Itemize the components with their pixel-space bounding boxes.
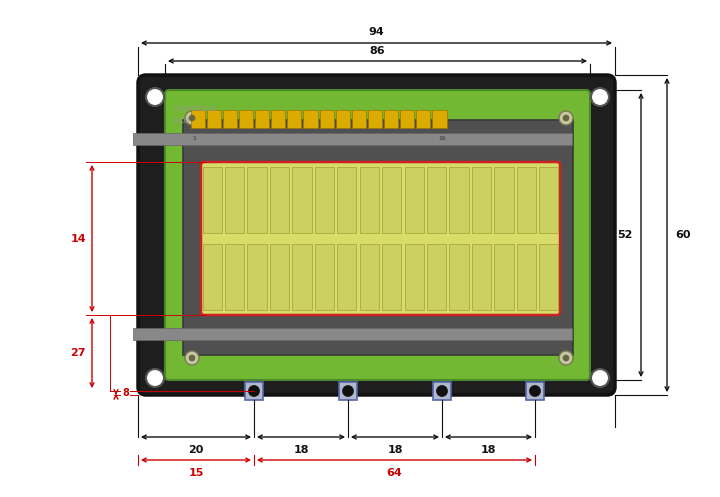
Bar	[183, 120, 573, 355]
Bar	[222, 110, 237, 128]
Text: 1602: 1602	[172, 118, 190, 124]
Bar	[202, 244, 222, 310]
Bar	[315, 167, 334, 233]
Bar	[368, 110, 382, 128]
Bar	[270, 167, 289, 233]
Bar	[359, 167, 379, 233]
Circle shape	[563, 355, 569, 361]
Text: 52: 52	[618, 230, 633, 240]
Bar	[270, 244, 289, 310]
Bar	[271, 110, 285, 128]
Bar	[359, 244, 379, 310]
Text: 18: 18	[293, 445, 309, 455]
Bar	[255, 110, 269, 128]
Bar	[336, 110, 350, 128]
Text: 18: 18	[481, 445, 496, 455]
Text: LCDMODULE: LCDMODULE	[172, 106, 216, 112]
Bar	[292, 167, 312, 233]
Circle shape	[563, 115, 569, 121]
Bar	[320, 110, 333, 128]
Bar	[539, 244, 559, 310]
Bar	[315, 244, 334, 310]
Bar	[449, 167, 469, 233]
Circle shape	[559, 351, 573, 365]
Bar	[433, 382, 451, 400]
Circle shape	[248, 386, 259, 397]
Bar	[472, 167, 491, 233]
FancyBboxPatch shape	[165, 90, 590, 380]
Bar	[239, 110, 253, 128]
Bar	[405, 244, 424, 310]
Bar	[245, 382, 263, 400]
Text: 20: 20	[189, 445, 204, 455]
Bar	[400, 110, 414, 128]
Bar	[382, 244, 401, 310]
Bar	[133, 328, 572, 340]
FancyBboxPatch shape	[201, 162, 560, 315]
Bar	[427, 167, 446, 233]
Bar	[248, 244, 266, 310]
Bar	[526, 382, 544, 400]
Circle shape	[559, 111, 573, 125]
Text: 1: 1	[192, 136, 196, 141]
Bar	[405, 167, 424, 233]
Bar	[416, 110, 431, 128]
Bar	[337, 167, 356, 233]
Bar	[517, 167, 536, 233]
Bar	[225, 244, 244, 310]
Bar	[517, 244, 536, 310]
Bar	[539, 167, 559, 233]
Bar	[248, 167, 266, 233]
Bar	[292, 244, 312, 310]
Circle shape	[436, 386, 448, 397]
Bar	[382, 167, 401, 233]
Circle shape	[343, 386, 354, 397]
Bar	[202, 167, 222, 233]
Circle shape	[591, 88, 609, 106]
Bar	[494, 167, 513, 233]
Bar	[133, 133, 572, 145]
Text: 16: 16	[438, 136, 446, 141]
Text: 64: 64	[387, 468, 402, 478]
Bar	[287, 110, 302, 128]
Circle shape	[185, 111, 199, 125]
Text: 15: 15	[189, 468, 204, 478]
Text: 94: 94	[369, 27, 384, 37]
Circle shape	[146, 369, 164, 387]
Circle shape	[529, 386, 541, 397]
Bar	[207, 110, 221, 128]
Bar	[352, 110, 366, 128]
Bar	[384, 110, 398, 128]
Circle shape	[189, 115, 195, 121]
Bar	[449, 244, 469, 310]
Text: 60: 60	[675, 230, 690, 240]
Circle shape	[185, 351, 199, 365]
Circle shape	[189, 355, 195, 361]
Text: 27: 27	[71, 348, 86, 358]
Bar	[303, 110, 318, 128]
Bar	[225, 167, 244, 233]
Bar	[191, 110, 204, 128]
FancyBboxPatch shape	[138, 75, 615, 395]
Text: 8: 8	[122, 388, 129, 398]
Bar	[472, 244, 491, 310]
Text: 14: 14	[71, 234, 86, 244]
Bar	[494, 244, 513, 310]
Bar	[337, 244, 356, 310]
Bar	[339, 382, 357, 400]
Text: 86: 86	[369, 46, 385, 56]
Bar	[433, 110, 446, 128]
Circle shape	[146, 88, 164, 106]
Bar	[427, 244, 446, 310]
Text: 18: 18	[387, 445, 402, 455]
Circle shape	[591, 369, 609, 387]
